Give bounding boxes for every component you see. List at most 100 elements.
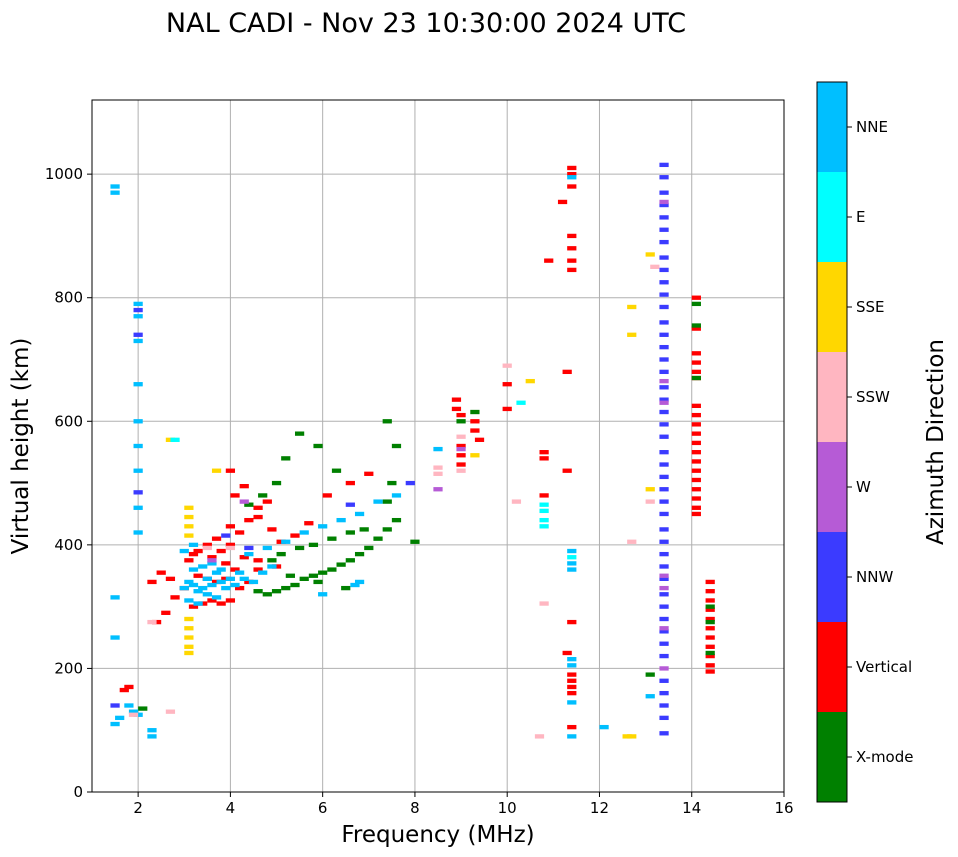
data-point-vertical: [456, 462, 466, 467]
data-point-x-mode: [308, 542, 319, 548]
data-point-w: [207, 558, 217, 563]
data-point-sse: [184, 533, 194, 538]
data-point-nne: [239, 576, 249, 582]
data-point-x-mode: [281, 585, 291, 591]
data-point-nnw: [133, 307, 143, 313]
data-point-w: [659, 666, 669, 671]
data-point-vertical: [691, 326, 701, 331]
data-point-vertical: [567, 678, 577, 683]
data-point-vertical: [188, 551, 199, 557]
data-point-x-mode: [327, 567, 337, 572]
data-point-nne: [567, 561, 577, 566]
data-point-w: [433, 487, 443, 492]
y-tick-label: 0: [73, 783, 83, 801]
colorbar-segment: [817, 532, 847, 622]
data-point-nne: [110, 184, 120, 189]
data-point-nnw: [659, 731, 669, 736]
data-point-vertical: [304, 521, 314, 526]
data-point-nne: [198, 564, 208, 569]
data-point-x-mode: [294, 545, 305, 551]
data-point-ssw: [456, 468, 466, 473]
data-point-nnw: [659, 175, 669, 180]
data-point-x-mode: [345, 558, 355, 563]
data-point-x-mode: [373, 536, 383, 541]
data-point-nne: [202, 592, 212, 597]
data-point-nnw: [659, 304, 669, 310]
data-point-vertical: [705, 635, 715, 640]
data-point-nnw: [659, 227, 669, 232]
data-point-vertical: [705, 663, 715, 668]
data-point-vertical: [267, 527, 277, 532]
data-point-nne: [110, 635, 120, 640]
colorbar-tick-label: X-mode: [856, 748, 913, 766]
data-point-x-mode: [691, 301, 701, 307]
data-point-vertical: [345, 480, 355, 486]
data-point-vertical: [235, 530, 245, 535]
data-point-nnw: [659, 629, 669, 634]
data-point-ssw: [534, 734, 545, 739]
data-point-nnw: [659, 162, 669, 168]
data-point-vertical: [705, 626, 715, 631]
y-tick-label: 600: [54, 412, 83, 430]
data-point-vertical: [470, 419, 480, 424]
data-point-vertical: [211, 536, 222, 541]
data-point-nnw: [659, 292, 669, 297]
data-point-nnw: [659, 690, 669, 696]
data-point-sse: [470, 453, 480, 458]
colorbar-tick-label: E: [856, 208, 865, 226]
data-point-vertical: [705, 579, 715, 585]
data-point-vertical: [691, 487, 701, 492]
colorbar-segment: [817, 172, 847, 262]
data-point-nnw: [659, 678, 669, 683]
data-point-sse: [627, 734, 637, 739]
data-point-nne: [221, 585, 231, 591]
colorbar-frame: [816, 81, 848, 803]
data-point-vertical: [188, 604, 199, 609]
data-point-vertical: [567, 690, 577, 696]
data-point-vertical: [691, 369, 701, 375]
data-point-sse: [184, 635, 194, 640]
data-point-ssw: [539, 601, 549, 606]
data-point-nnw: [659, 576, 669, 582]
data-point-nne: [318, 592, 328, 597]
data-point-nne: [216, 567, 226, 572]
data-point-nne: [281, 539, 291, 544]
colorbar-segment: [817, 622, 847, 712]
data-point-vertical: [244, 517, 254, 523]
data-point-x-mode: [410, 539, 420, 544]
data-point-vertical: [193, 548, 203, 554]
data-point-nne: [318, 524, 328, 529]
data-point-vertical: [691, 351, 701, 356]
data-point-vertical: [216, 601, 226, 606]
data-point-sse: [184, 626, 194, 631]
data-point-nne: [262, 545, 272, 551]
data-point-vertical: [225, 598, 236, 603]
data-point-x-mode: [336, 562, 346, 567]
data-point-nne: [198, 585, 208, 591]
data-point-x-mode: [359, 527, 369, 532]
data-point-nne: [133, 314, 143, 319]
data-point-nnw: [110, 703, 120, 708]
data-point-x-mode: [331, 468, 342, 473]
data-point-nnw: [133, 490, 143, 495]
data-point-nnw: [659, 255, 669, 260]
data-point-vertical: [253, 558, 263, 563]
data-point-nne: [188, 542, 199, 548]
data-point-nnw: [659, 434, 669, 439]
data-point-x-mode: [308, 573, 319, 578]
data-point-vertical: [691, 431, 701, 436]
data-point-vertical: [691, 511, 701, 517]
data-point-nne: [193, 601, 203, 606]
data-point-w: [659, 573, 669, 578]
data-point-nnw: [659, 487, 669, 492]
data-point-vertical: [451, 406, 462, 412]
data-point-nne: [124, 703, 134, 708]
data-point-vertical: [539, 493, 549, 498]
data-point-vertical: [691, 450, 701, 455]
data-point-nne: [133, 419, 143, 424]
data-point-nnw: [659, 190, 669, 195]
data-point-nne: [354, 579, 365, 585]
data-point-vertical: [207, 555, 217, 560]
data-point-e: [170, 437, 180, 442]
data-point-vertical: [225, 468, 236, 473]
